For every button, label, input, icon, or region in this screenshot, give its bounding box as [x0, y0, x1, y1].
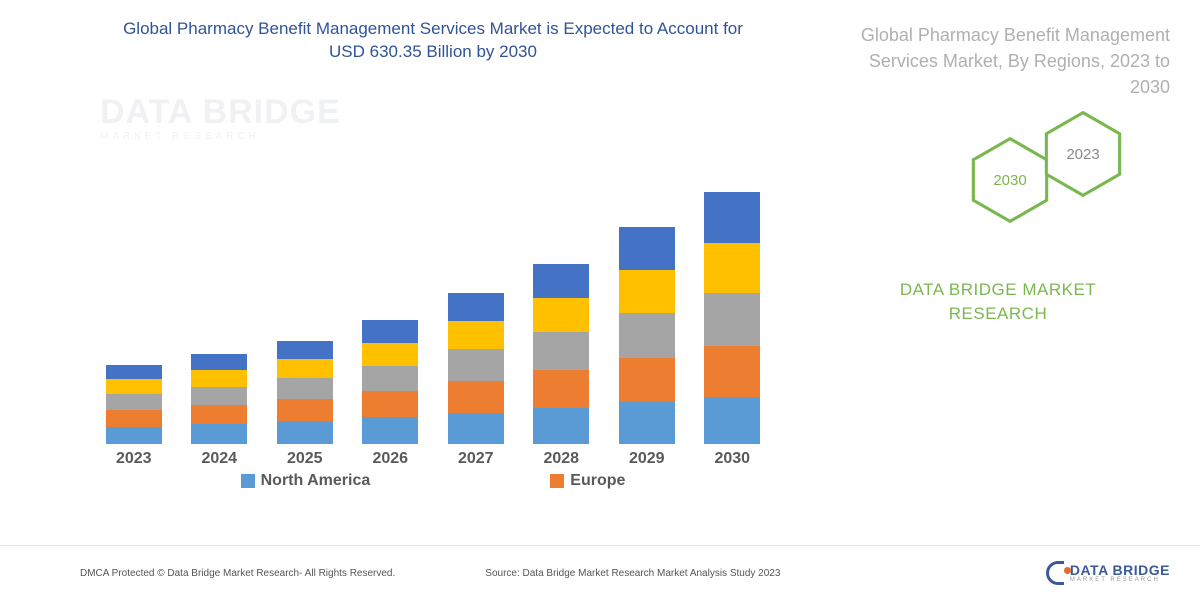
bar-segment: [106, 379, 162, 394]
x-tick-label: 2023: [106, 450, 162, 468]
hex-2023: 2023: [1044, 110, 1122, 198]
bar-segment: [191, 387, 247, 405]
legend-swatch-icon: [550, 474, 564, 488]
logo-mark-icon: [1046, 561, 1064, 585]
bar-segment: [533, 370, 589, 408]
x-tick-label: 2026: [362, 450, 418, 468]
bar-2030: [704, 192, 760, 444]
hex-label: 2023: [1066, 146, 1099, 163]
chart-plot: [83, 84, 783, 444]
hex-2030: 2030: [971, 136, 1049, 224]
logo-main: DATA BRIDGE: [1070, 563, 1170, 577]
x-tick-label: 2027: [448, 450, 504, 468]
bar-segment: [448, 321, 504, 349]
bar-segment: [619, 358, 675, 402]
bar-segment: [448, 293, 504, 321]
bar-2024: [191, 354, 247, 444]
bar-segment: [533, 332, 589, 370]
source-text: Source: Data Bridge Market Research Mark…: [485, 568, 780, 579]
x-tick-label: 2028: [533, 450, 589, 468]
bar-segment: [704, 346, 760, 397]
legend-swatch-icon: [241, 474, 255, 488]
logo-text: DATA BRIDGE MARKET RESEARCH: [1070, 563, 1170, 583]
bar-segment: [619, 402, 675, 444]
x-axis: 2023 2024 2025 2026 2027 2028 2029 2030: [83, 444, 783, 468]
bar-segment: [362, 343, 418, 367]
brand-line-2: RESEARCH: [949, 304, 1047, 323]
bar-segment: [277, 421, 333, 444]
chart-title: Global Pharmacy Benefit Management Servi…: [113, 18, 753, 64]
x-tick-label: 2024: [191, 450, 247, 468]
bar-2026: [362, 320, 418, 444]
footer: DMCA Protected © Data Bridge Market Rese…: [0, 545, 1200, 600]
hex-badges: 2030 2023: [826, 118, 1170, 238]
bar-segment: [362, 366, 418, 391]
brand-line-1: DATA BRIDGE MARKET: [900, 280, 1096, 299]
legend-item-north-america: North America: [241, 472, 371, 490]
bar-segment: [704, 397, 760, 444]
bar-segment: [362, 391, 418, 417]
bars-container: [83, 104, 783, 444]
bar-segment: [191, 370, 247, 387]
bar-segment: [704, 192, 760, 243]
main-wrap: Global Pharmacy Benefit Management Servi…: [0, 0, 1200, 545]
legend: North America Europe: [83, 472, 783, 490]
bar-segment: [277, 341, 333, 359]
bar-segment: [106, 410, 162, 427]
x-tick-label: 2029: [619, 450, 675, 468]
bar-segment: [448, 349, 504, 380]
side-title: Global Pharmacy Benefit Management Servi…: [826, 22, 1170, 100]
bar-segment: [619, 227, 675, 270]
bar-segment: [106, 394, 162, 410]
bar-segment: [106, 365, 162, 379]
bar-segment: [191, 424, 247, 444]
bar-segment: [704, 293, 760, 346]
bar-segment: [277, 399, 333, 422]
bar-segment: [704, 243, 760, 293]
footer-logo: DATA BRIDGE MARKET RESEARCH: [1046, 561, 1170, 585]
bar-2023: [106, 365, 162, 444]
bar-segment: [191, 405, 247, 424]
legend-label: North America: [261, 472, 371, 490]
side-panel: Global Pharmacy Benefit Management Servi…: [816, 0, 1200, 545]
bar-segment: [448, 381, 504, 413]
bar-2027: [448, 293, 504, 444]
bar-segment: [619, 313, 675, 358]
bar-segment: [362, 320, 418, 343]
x-tick-label: 2025: [277, 450, 333, 468]
chart-panel: Global Pharmacy Benefit Management Servi…: [0, 0, 816, 545]
legend-item-europe: Europe: [550, 472, 625, 490]
bar-segment: [277, 359, 333, 378]
bar-segment: [191, 354, 247, 370]
legend-label: Europe: [570, 472, 625, 490]
bar-2029: [619, 227, 675, 444]
bar-segment: [533, 298, 589, 333]
brand-label: DATA BRIDGE MARKET RESEARCH: [826, 278, 1170, 326]
bar-2028: [533, 264, 589, 444]
bar-segment: [448, 413, 504, 444]
bar-2025: [277, 341, 333, 444]
bar-segment: [106, 427, 162, 444]
logo-sub: MARKET RESEARCH: [1070, 577, 1170, 583]
x-tick-label: 2030: [704, 450, 760, 468]
bar-segment: [277, 378, 333, 399]
dmca-text: DMCA Protected © Data Bridge Market Rese…: [80, 568, 395, 579]
bar-segment: [619, 270, 675, 313]
hex-label: 2030: [993, 172, 1026, 189]
bar-segment: [533, 264, 589, 298]
bar-segment: [362, 417, 418, 443]
bar-segment: [533, 408, 589, 444]
